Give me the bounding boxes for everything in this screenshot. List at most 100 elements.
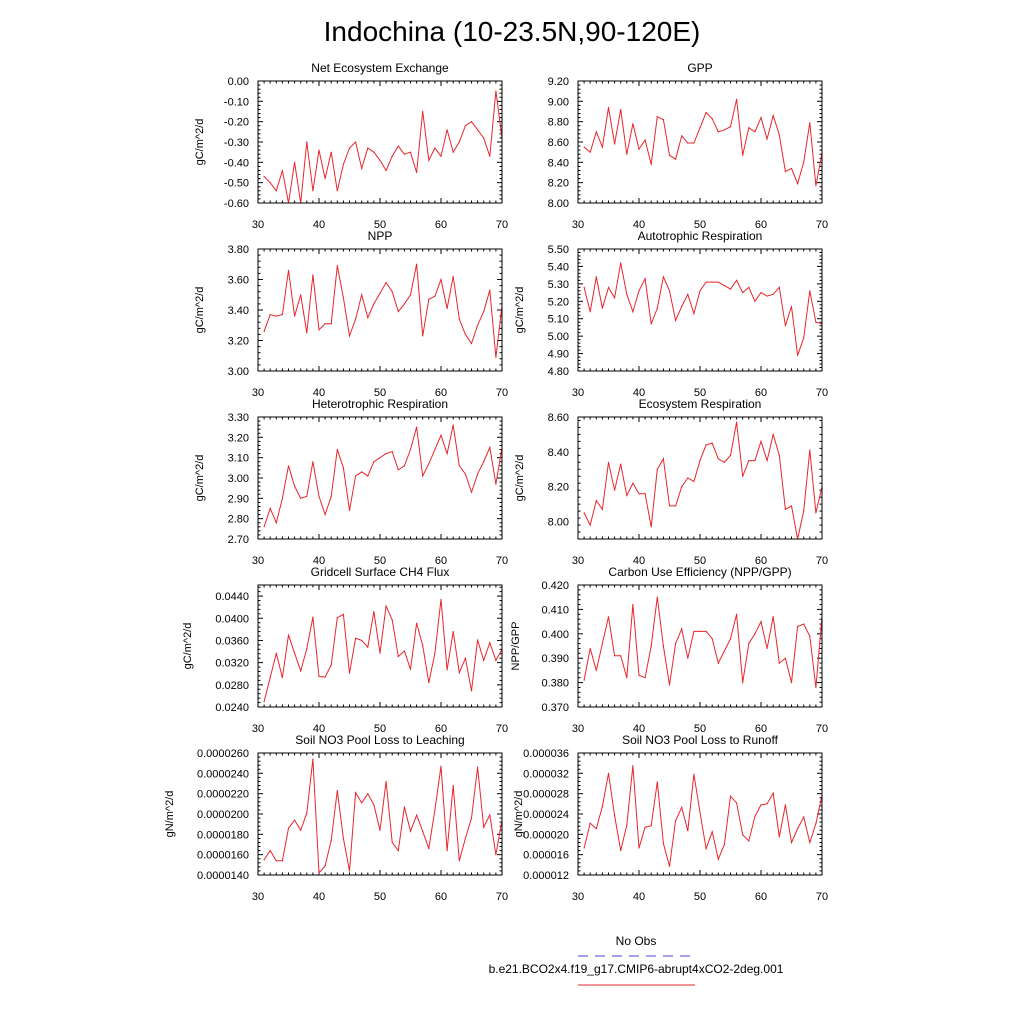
- data-point: [784, 325, 787, 327]
- data-point: [784, 170, 787, 173]
- data-point: [681, 486, 683, 488]
- y-axis-label: gC/m^2/d: [182, 623, 194, 670]
- plot-frame: [577, 416, 823, 540]
- plot-frame: [257, 752, 503, 876]
- data-point: [717, 131, 719, 133]
- y-tick-label: 5.50: [548, 244, 569, 256]
- data-point: [778, 286, 780, 288]
- plot-frame: [577, 80, 823, 204]
- data-point: [644, 139, 646, 141]
- data-point: [355, 792, 357, 794]
- x-tick-label: 30: [572, 387, 584, 399]
- data-point: [391, 450, 393, 453]
- x-tick-label: 40: [633, 555, 645, 567]
- y-tick-label: 8.80: [548, 117, 569, 129]
- legend: No Obs b.e21.BCO2x4.f19_g17.CMIP6-abrupt…: [489, 934, 784, 986]
- data-point: [452, 275, 454, 278]
- data-point: [403, 153, 405, 155]
- data-point: [458, 141, 460, 143]
- data-point: [620, 262, 622, 264]
- y-tick-label: 0.380: [541, 678, 569, 690]
- plot-frame: [577, 752, 823, 876]
- data-point: [477, 766, 479, 768]
- x-tick-label: 40: [633, 891, 645, 903]
- data-point: [681, 628, 683, 630]
- x-tick-label: 30: [252, 387, 264, 399]
- series-line: [583, 262, 822, 356]
- data-point: [650, 645, 652, 647]
- data-point: [464, 125, 466, 127]
- y-tick-label: 0.0000220: [197, 789, 249, 801]
- data-point: [294, 485, 296, 487]
- data-point: [385, 169, 387, 172]
- data-point: [397, 145, 399, 147]
- data-point: [790, 682, 793, 684]
- data-point: [766, 647, 768, 650]
- data-point: [287, 634, 290, 636]
- data-point: [589, 647, 591, 650]
- data-point: [275, 860, 277, 862]
- x-tick-label: 40: [313, 891, 325, 903]
- data-point: [790, 305, 793, 308]
- data-point: [361, 294, 363, 296]
- data-point: [416, 814, 418, 816]
- data-point: [705, 847, 707, 850]
- data-point: [379, 652, 381, 654]
- data-point: [409, 294, 412, 296]
- panel-title: Gridcell Surface CH4 Flux: [311, 565, 450, 579]
- data-point: [656, 115, 658, 118]
- figure-title: Indochina (10-23.5N,90-120E): [324, 16, 701, 47]
- data-point: [464, 473, 466, 475]
- data-point: [422, 335, 424, 337]
- data-point: [312, 190, 314, 192]
- x-tick-label: 60: [435, 219, 447, 231]
- data-point: [464, 657, 466, 659]
- plot-frame: [257, 248, 503, 372]
- data-point: [361, 802, 363, 804]
- data-point: [772, 114, 774, 117]
- data-point: [409, 151, 412, 153]
- y-tick-label: 0.000028: [523, 789, 569, 801]
- data-point: [656, 781, 658, 783]
- data-point: [772, 433, 774, 436]
- y-axis-label: gC/m^2/d: [194, 287, 206, 334]
- data-point: [754, 815, 756, 818]
- x-tick-label: 50: [694, 219, 706, 231]
- data-point: [589, 151, 591, 153]
- data-point: [632, 603, 634, 606]
- y-tick-label: 0.000016: [523, 850, 569, 862]
- data-point: [489, 642, 491, 644]
- data-point: [681, 806, 683, 808]
- data-point: [306, 332, 308, 334]
- y-tick-label: 3.20: [228, 336, 249, 348]
- data-point: [656, 596, 658, 598]
- data-point: [348, 147, 351, 149]
- data-point: [614, 655, 616, 657]
- y-axis-label: NPP/GPP: [510, 622, 522, 671]
- y-tick-label: 0.390: [541, 653, 569, 665]
- data-point: [595, 131, 597, 133]
- data-point: [668, 290, 671, 292]
- panel-4: Heterotrophic Respiration gC/m^2/d 30 40 50 6…: [194, 397, 508, 567]
- data-point: [736, 279, 738, 281]
- data-point: [330, 323, 332, 325]
- data-point: [815, 823, 817, 825]
- data-point: [458, 465, 460, 467]
- x-tick-label: 50: [374, 387, 386, 399]
- data-point: [403, 303, 405, 305]
- data-point: [306, 495, 308, 497]
- data-point: [434, 448, 436, 451]
- data-point: [662, 276, 665, 278]
- data-point: [705, 630, 707, 632]
- data-point: [620, 108, 622, 111]
- x-tick-label: 60: [755, 555, 767, 567]
- data-point: [705, 281, 707, 283]
- data-point: [306, 648, 308, 650]
- data-point: [397, 655, 399, 658]
- data-point: [626, 153, 628, 155]
- x-tick-label: 60: [435, 387, 447, 399]
- data-point: [711, 281, 713, 283]
- data-point: [367, 475, 369, 477]
- x-tick-label: 70: [496, 723, 508, 735]
- x-tick-label: 30: [572, 219, 584, 231]
